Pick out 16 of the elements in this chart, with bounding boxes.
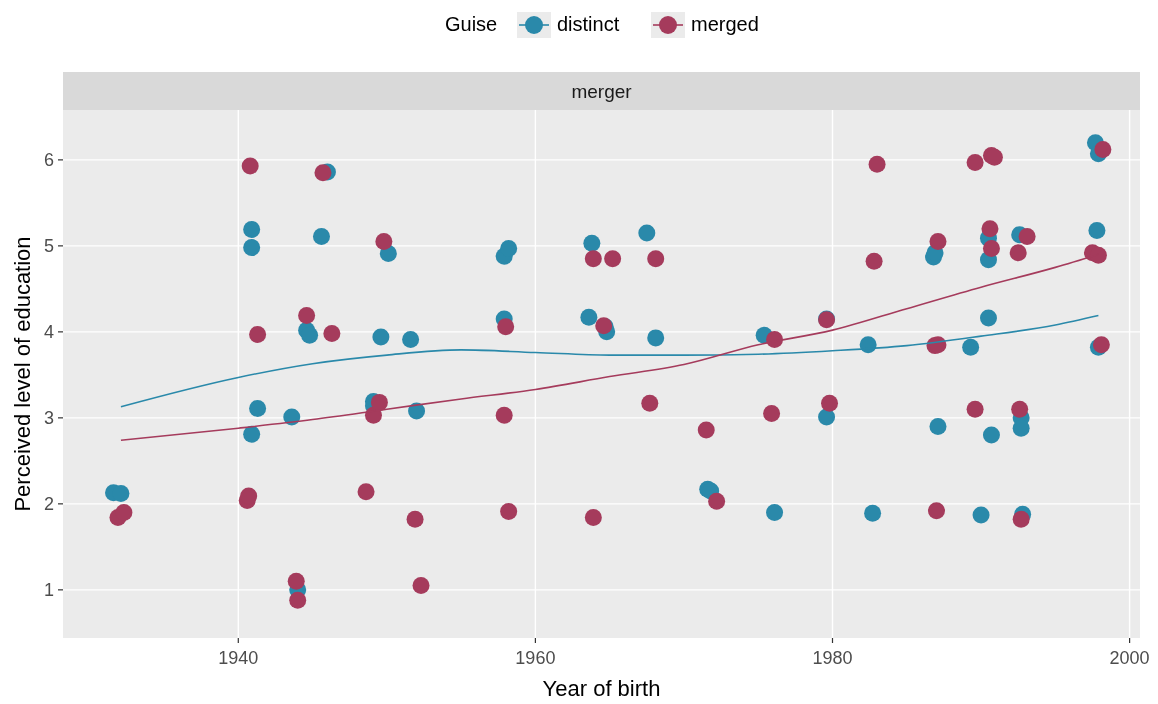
chart-subtitle: merger (571, 81, 633, 102)
y-tick-label: 2 (43, 493, 54, 514)
y-tick-label: 4 (43, 321, 54, 342)
legend-label: distinct (557, 13, 620, 35)
legend-label: merged (691, 13, 759, 35)
x-tick-label: 1980 (812, 648, 853, 668)
x-tick-label: 2000 (1109, 648, 1150, 668)
x-axis-title: Year of birth (542, 676, 661, 701)
y-tick-label: 6 (43, 149, 54, 170)
x-tick-label: 1940 (218, 648, 259, 668)
y-tick-label: 5 (43, 235, 54, 256)
y-axis-title: Perceived level of education (10, 236, 35, 512)
y-tick-label: 1 (43, 579, 54, 600)
x-tick-label: 1960 (515, 648, 556, 668)
legend-title: Guise (445, 13, 498, 35)
y-tick-label: 3 (43, 407, 54, 428)
